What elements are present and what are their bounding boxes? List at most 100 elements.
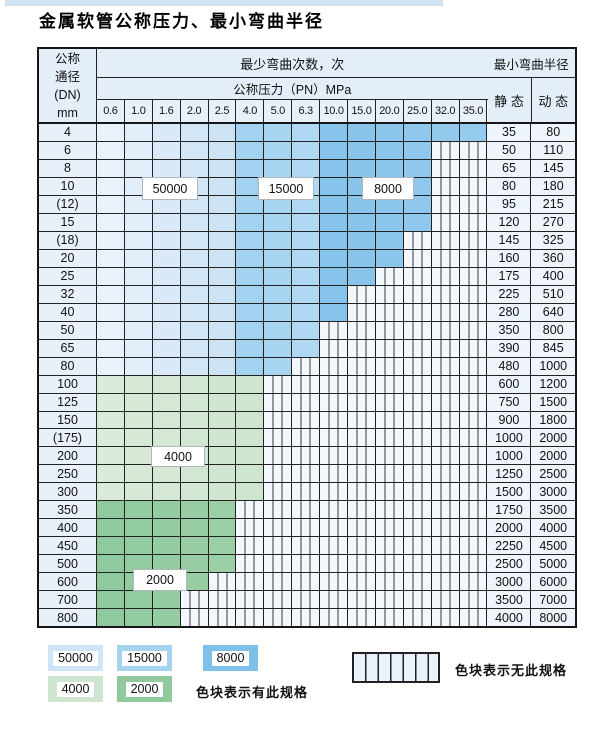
dn-header-line: 通径 [54, 69, 80, 84]
no-spec-cell [459, 231, 488, 249]
legend-swatch-15000: 15000 [117, 645, 172, 671]
no-spec-cell [375, 519, 404, 537]
spec-cell [152, 249, 181, 267]
spec-cell [180, 303, 209, 321]
spec-cell [152, 231, 181, 249]
spec-cell [97, 267, 125, 285]
spec-cell [348, 267, 376, 285]
legend-no-spec-text: 色块表示无此规格 [455, 663, 568, 678]
spec-cell [236, 357, 265, 375]
no-spec-cell [320, 591, 349, 609]
no-spec-cell [375, 555, 404, 573]
no-spec-cell [403, 375, 432, 393]
spec-cell [152, 429, 181, 447]
no-spec-cell [180, 609, 209, 627]
legend-swatch-4000: 4000 [48, 676, 103, 702]
no-spec-cell [236, 591, 265, 609]
dn-cell: 200 [39, 447, 97, 465]
no-spec-cell [431, 609, 460, 627]
no-spec-cell [320, 465, 349, 483]
spec-cell [208, 537, 237, 555]
dn-cell: 50 [39, 321, 97, 339]
dn-cell: 6 [39, 141, 97, 159]
spec-cell [180, 519, 209, 537]
dynamic-value-cell: 2000 [531, 429, 575, 447]
spec-cell [236, 339, 265, 357]
no-spec-cell [403, 249, 432, 267]
no-spec-cell [403, 537, 432, 555]
no-spec-cell [348, 501, 376, 519]
static-value-cell: 1000 [487, 447, 532, 465]
spec-cell [403, 213, 432, 231]
spec-cell [375, 195, 404, 213]
dynamic-value-cell: 7000 [531, 591, 575, 609]
no-spec-cell [292, 537, 321, 555]
no-spec-cell [348, 393, 376, 411]
spec-cell [208, 519, 237, 537]
spec-cell [264, 249, 293, 267]
spec-cell [124, 429, 153, 447]
no-spec-cell [459, 141, 488, 159]
no-spec-cell [375, 447, 404, 465]
spec-cell [264, 141, 293, 159]
spec-cell [180, 483, 209, 501]
spec-cell [208, 285, 237, 303]
spec-cell [152, 519, 181, 537]
no-spec-cell [348, 285, 376, 303]
dn-cell: 32 [39, 285, 97, 303]
dynamic-value-cell: 400 [531, 267, 575, 285]
spec-cell [236, 159, 265, 177]
dynamic-value-cell: 800 [531, 321, 575, 339]
no-spec-cell [459, 429, 488, 447]
pressure-header-cell: 15.0 [348, 100, 376, 122]
spec-cell [208, 249, 237, 267]
spec-cell [152, 124, 181, 141]
no-spec-cell [348, 465, 376, 483]
no-spec-cell [292, 573, 321, 591]
table-row: 200 1000 2000 [39, 447, 575, 466]
no-spec-cell [236, 555, 265, 573]
no-spec-cell [459, 267, 488, 285]
spec-cell [152, 483, 181, 501]
spec-cell [208, 177, 237, 195]
spec-cell [236, 141, 265, 159]
no-spec-cell [403, 231, 432, 249]
no-spec-cell [264, 429, 293, 447]
spec-cell [124, 465, 153, 483]
no-spec-cell [236, 519, 265, 537]
spec-cell [124, 159, 153, 177]
spec-cell [97, 285, 125, 303]
dynamic-header-cell: 动 态 [531, 78, 575, 122]
dn-cell: (175) [39, 429, 97, 447]
no-spec-cell [459, 573, 488, 591]
no-spec-cell [292, 609, 321, 627]
spec-cell [264, 124, 293, 141]
spec-cell [97, 573, 125, 591]
spec-cell [320, 231, 349, 249]
spec-cell [180, 429, 209, 447]
no-spec-cell [459, 591, 488, 609]
no-spec-cell [459, 321, 488, 339]
spec-cell [348, 124, 376, 141]
no-spec-cell [208, 591, 237, 609]
dynamic-value-cell: 1500 [531, 393, 575, 411]
dynamic-value-cell: 325 [531, 231, 575, 249]
spec-cell [124, 447, 153, 465]
pressure-header-cell: 1.0 [124, 100, 153, 122]
no-spec-cell [459, 537, 488, 555]
no-spec-cell [375, 537, 404, 555]
dn-cell: 600 [39, 573, 97, 591]
spec-cell [264, 321, 293, 339]
no-spec-cell [320, 393, 349, 411]
no-spec-cell [431, 429, 460, 447]
spec-cell [97, 213, 125, 231]
dn-cell: (18) [39, 231, 97, 249]
no-spec-cell [403, 285, 432, 303]
no-spec-cell [403, 357, 432, 375]
table-row: 80 480 1000 [39, 357, 575, 376]
spec-table: 公称 通径 (DN) mm 最少弯曲次数，次 公称压力（PN）MPa 0.6 1.… [37, 47, 577, 628]
dn-cell: 100 [39, 375, 97, 393]
no-spec-cell [403, 609, 432, 627]
static-header-cell: 静 态 [487, 78, 532, 122]
spec-cell [152, 213, 181, 231]
